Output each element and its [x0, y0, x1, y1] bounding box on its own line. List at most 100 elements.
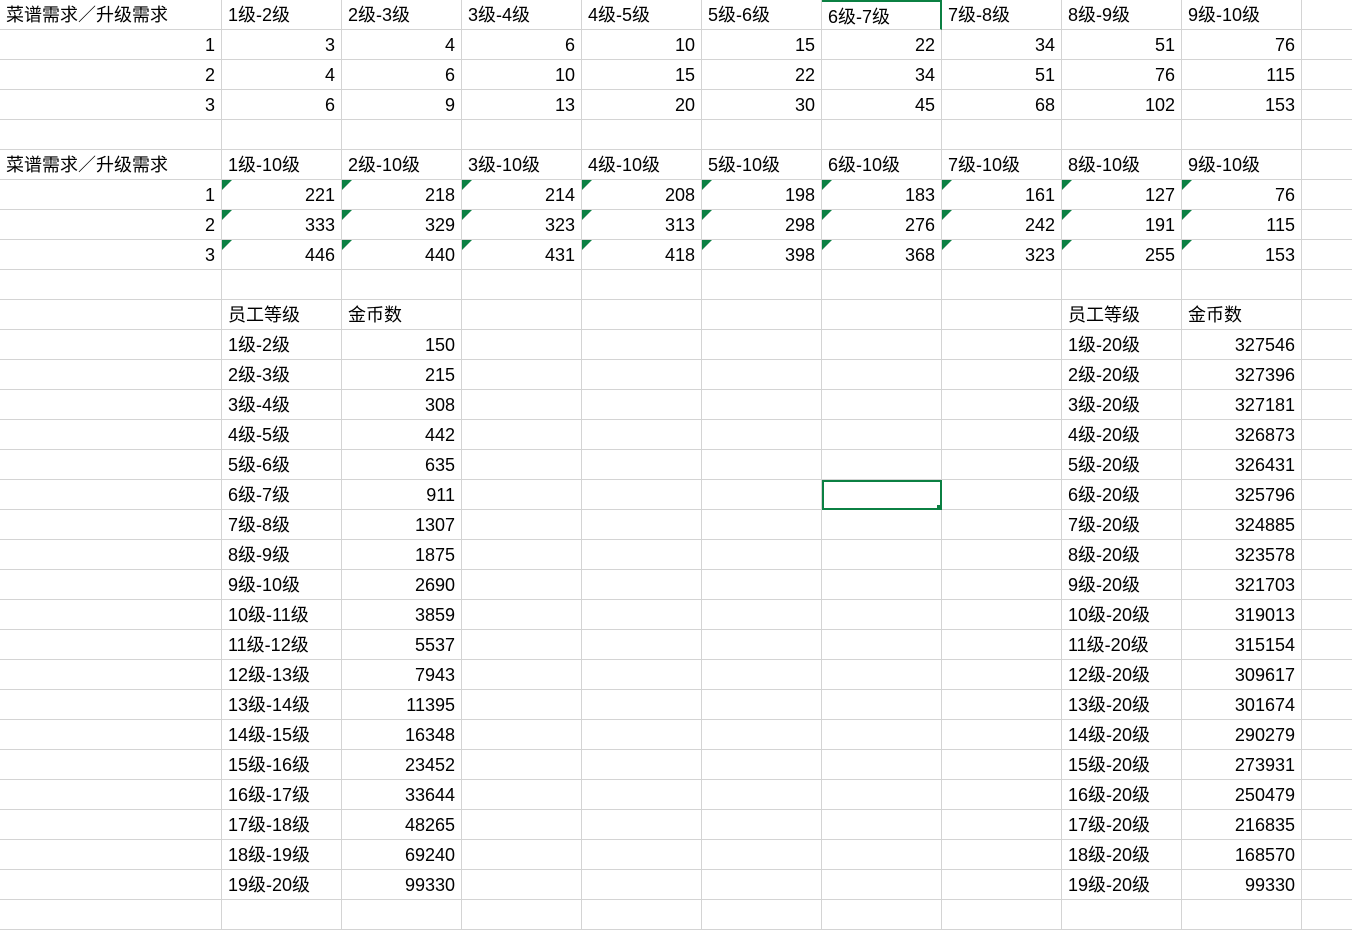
cell-r4-c1[interactable] — [222, 120, 342, 150]
cell-r30-c6[interactable] — [822, 900, 942, 930]
cell-r0-c5[interactable]: 5级-6级 — [702, 0, 822, 30]
cell-r4-c3[interactable] — [462, 120, 582, 150]
cell-r19-c5[interactable] — [702, 570, 822, 600]
cell-r3-c7[interactable]: 68 — [942, 90, 1062, 120]
cell-r27-c1[interactable]: 17级-18级 — [222, 810, 342, 840]
cell-r27-c10[interactable] — [1302, 810, 1352, 840]
cell-r17-c6[interactable] — [822, 510, 942, 540]
cell-r5-c9[interactable]: 9级-10级 — [1182, 150, 1302, 180]
cell-r29-c1[interactable]: 19级-20级 — [222, 870, 342, 900]
cell-r28-c4[interactable] — [582, 840, 702, 870]
cell-r4-c9[interactable] — [1182, 120, 1302, 150]
cell-r22-c3[interactable] — [462, 660, 582, 690]
cell-r8-c7[interactable]: 323 — [942, 240, 1062, 270]
cell-r13-c4[interactable] — [582, 390, 702, 420]
cell-r5-c1[interactable]: 1级-10级 — [222, 150, 342, 180]
cell-r10-c9[interactable]: 金币数 — [1182, 300, 1302, 330]
cell-r7-c9[interactable]: 115 — [1182, 210, 1302, 240]
cell-r26-c5[interactable] — [702, 780, 822, 810]
cell-r23-c7[interactable] — [942, 690, 1062, 720]
cell-r19-c4[interactable] — [582, 570, 702, 600]
cell-r0-c1[interactable]: 1级-2级 — [222, 0, 342, 30]
cell-r10-c10[interactable] — [1302, 300, 1352, 330]
cell-r15-c2[interactable]: 635 — [342, 450, 462, 480]
cell-r9-c3[interactable] — [462, 270, 582, 300]
cell-r16-c1[interactable]: 6级-7级 — [222, 480, 342, 510]
cell-r5-c6[interactable]: 6级-10级 — [822, 150, 942, 180]
cell-r14-c9[interactable]: 326873 — [1182, 420, 1302, 450]
cell-r12-c2[interactable]: 215 — [342, 360, 462, 390]
cell-r3-c4[interactable]: 20 — [582, 90, 702, 120]
cell-r13-c3[interactable] — [462, 390, 582, 420]
cell-r23-c8[interactable]: 13级-20级 — [1062, 690, 1182, 720]
cell-r21-c6[interactable] — [822, 630, 942, 660]
cell-r8-c2[interactable]: 440 — [342, 240, 462, 270]
cell-r30-c3[interactable] — [462, 900, 582, 930]
cell-r14-c6[interactable] — [822, 420, 942, 450]
cell-r20-c7[interactable] — [942, 600, 1062, 630]
cell-r22-c0[interactable] — [0, 660, 222, 690]
cell-r7-c0[interactable]: 2 — [0, 210, 222, 240]
cell-r15-c1[interactable]: 5级-6级 — [222, 450, 342, 480]
cell-r2-c8[interactable]: 76 — [1062, 60, 1182, 90]
cell-r25-c10[interactable] — [1302, 750, 1352, 780]
cell-r27-c5[interactable] — [702, 810, 822, 840]
cell-r28-c3[interactable] — [462, 840, 582, 870]
cell-r14-c3[interactable] — [462, 420, 582, 450]
cell-r20-c4[interactable] — [582, 600, 702, 630]
cell-r25-c5[interactable] — [702, 750, 822, 780]
cell-r30-c10[interactable] — [1302, 900, 1352, 930]
cell-r17-c3[interactable] — [462, 510, 582, 540]
cell-r29-c5[interactable] — [702, 870, 822, 900]
cell-r8-c8[interactable]: 255 — [1062, 240, 1182, 270]
cell-r7-c1[interactable]: 333 — [222, 210, 342, 240]
cell-r19-c10[interactable] — [1302, 570, 1352, 600]
cell-r18-c4[interactable] — [582, 540, 702, 570]
cell-r16-c5[interactable] — [702, 480, 822, 510]
cell-r21-c4[interactable] — [582, 630, 702, 660]
cell-r16-c4[interactable] — [582, 480, 702, 510]
cell-r30-c0[interactable] — [0, 900, 222, 930]
cell-r27-c8[interactable]: 17级-20级 — [1062, 810, 1182, 840]
cell-r2-c9[interactable]: 115 — [1182, 60, 1302, 90]
cell-r23-c0[interactable] — [0, 690, 222, 720]
cell-r16-c0[interactable] — [0, 480, 222, 510]
cell-r26-c2[interactable]: 33644 — [342, 780, 462, 810]
cell-r21-c10[interactable] — [1302, 630, 1352, 660]
cell-r24-c2[interactable]: 16348 — [342, 720, 462, 750]
cell-r18-c1[interactable]: 8级-9级 — [222, 540, 342, 570]
cell-r18-c0[interactable] — [0, 540, 222, 570]
cell-r24-c0[interactable] — [0, 720, 222, 750]
selected-cell[interactable] — [822, 480, 942, 510]
cell-r5-c8[interactable]: 8级-10级 — [1062, 150, 1182, 180]
cell-r16-c2[interactable]: 911 — [342, 480, 462, 510]
cell-r3-c1[interactable]: 6 — [222, 90, 342, 120]
cell-r14-c10[interactable] — [1302, 420, 1352, 450]
cell-r27-c7[interactable] — [942, 810, 1062, 840]
cell-r22-c9[interactable]: 309617 — [1182, 660, 1302, 690]
cell-r25-c8[interactable]: 15级-20级 — [1062, 750, 1182, 780]
cell-r24-c3[interactable] — [462, 720, 582, 750]
cell-r0-c2[interactable]: 2级-3级 — [342, 0, 462, 30]
cell-r26-c9[interactable]: 250479 — [1182, 780, 1302, 810]
cell-r23-c4[interactable] — [582, 690, 702, 720]
cell-r10-c5[interactable] — [702, 300, 822, 330]
cell-r16-c9[interactable]: 325796 — [1182, 480, 1302, 510]
cell-r9-c8[interactable] — [1062, 270, 1182, 300]
cell-r4-c2[interactable] — [342, 120, 462, 150]
cell-r23-c6[interactable] — [822, 690, 942, 720]
cell-r19-c9[interactable]: 321703 — [1182, 570, 1302, 600]
cell-r18-c10[interactable] — [1302, 540, 1352, 570]
cell-r15-c0[interactable] — [0, 450, 222, 480]
cell-r12-c8[interactable]: 2级-20级 — [1062, 360, 1182, 390]
cell-r7-c6[interactable]: 276 — [822, 210, 942, 240]
cell-r17-c8[interactable]: 7级-20级 — [1062, 510, 1182, 540]
cell-r10-c1[interactable]: 员工等级 — [222, 300, 342, 330]
cell-r13-c1[interactable]: 3级-4级 — [222, 390, 342, 420]
cell-r24-c1[interactable]: 14级-15级 — [222, 720, 342, 750]
cell-r8-c5[interactable]: 398 — [702, 240, 822, 270]
cell-r5-c7[interactable]: 7级-10级 — [942, 150, 1062, 180]
cell-r0-c9[interactable]: 9级-10级 — [1182, 0, 1302, 30]
cell-r14-c0[interactable] — [0, 420, 222, 450]
cell-r26-c0[interactable] — [0, 780, 222, 810]
